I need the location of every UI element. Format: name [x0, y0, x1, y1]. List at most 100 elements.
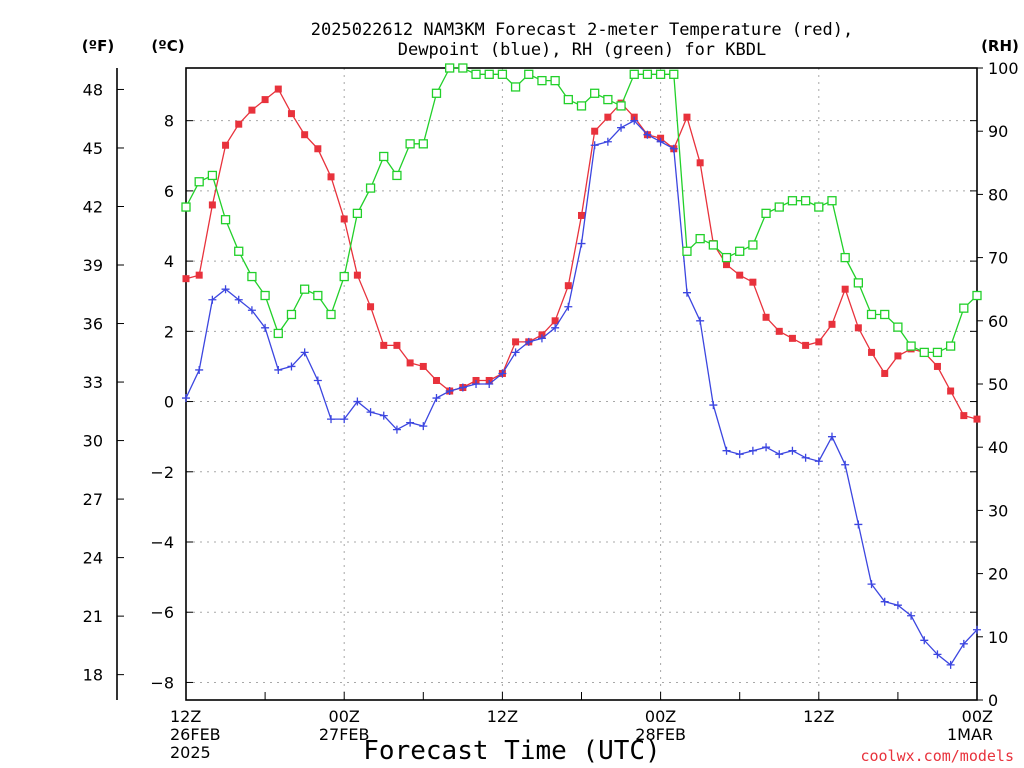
- series-line: [185, 119, 978, 666]
- celsius-tick-label: 8: [164, 112, 174, 131]
- temperature-point: [775, 327, 783, 335]
- x-tick-label: 2025: [170, 743, 211, 762]
- temperature-point: [367, 303, 375, 311]
- temperature-point: [696, 159, 704, 167]
- rh-point: [445, 63, 455, 73]
- dewpoint-point: [353, 397, 362, 406]
- rh-point: [576, 101, 587, 111]
- rh-point: [510, 82, 521, 92]
- dewpoint-point: [445, 387, 454, 396]
- temperature-point: [868, 348, 876, 356]
- dewpoint-point: [300, 348, 309, 357]
- rh-point: [800, 196, 811, 206]
- chart-title-line-1: 2025022612 NAM3KM Forecast 2-meter Tempe…: [311, 20, 853, 40]
- rh-point: [590, 88, 600, 98]
- rh-point: [840, 252, 850, 263]
- rh-point: [220, 215, 231, 225]
- x-tick-label: 12Z: [170, 707, 201, 726]
- rh-tick-label: 50: [988, 375, 1008, 394]
- data-series: [181, 63, 982, 669]
- temperature-point: [512, 338, 520, 346]
- rh-point: [642, 69, 653, 79]
- dewpoint-point: [827, 432, 836, 441]
- rh-point: [181, 202, 191, 212]
- dewpoint-point: [682, 288, 691, 297]
- dewpoint-point: [854, 520, 863, 529]
- rh-point: [616, 101, 626, 111]
- dewpoint-point: [195, 365, 204, 374]
- dewpoint-point: [946, 660, 955, 669]
- dewpoint-point: [959, 639, 968, 648]
- dewpoint-point: [709, 401, 718, 410]
- x-tick-label: 00Z: [329, 707, 360, 726]
- temperature-point: [393, 341, 401, 349]
- fahrenheit-tick-label: 27: [83, 490, 103, 509]
- rh-point: [352, 208, 363, 219]
- temperature-point: [894, 352, 902, 360]
- dewpoint-point: [748, 446, 757, 455]
- credit-text: coolwx.com/models: [860, 747, 1014, 765]
- x-tick-label: 12Z: [487, 707, 518, 726]
- rh-point: [234, 246, 244, 256]
- rh-point: [959, 303, 969, 313]
- dewpoint-point: [788, 446, 797, 455]
- rh-point: [603, 94, 613, 105]
- dewpoint-point: [313, 376, 322, 385]
- fahrenheit-tick-label: 42: [83, 197, 103, 216]
- dewpoint-series: [182, 116, 981, 669]
- temperature-point: [960, 412, 968, 420]
- temperature-point: [802, 341, 810, 349]
- x-tick-label: 12Z: [803, 707, 834, 726]
- rh-point: [471, 69, 481, 79]
- rh-point: [866, 309, 877, 320]
- temperature-point: [432, 376, 440, 384]
- rh-point: [194, 177, 204, 187]
- fahrenheit-tick-label: 21: [83, 607, 103, 626]
- rh-point: [405, 139, 415, 149]
- temperature-point: [380, 341, 388, 349]
- temperature-point: [788, 334, 796, 342]
- dewpoint-point: [261, 323, 270, 332]
- dewpoint-point: [472, 380, 481, 388]
- dewpoint-point: [340, 415, 349, 424]
- temperature-point: [235, 120, 243, 128]
- temperature-point: [933, 362, 941, 370]
- temperature-point: [287, 110, 295, 118]
- dewpoint-point: [669, 144, 678, 153]
- dewpoint-point: [498, 369, 507, 378]
- rh-point: [945, 341, 956, 351]
- celsius-tick-label: 6: [164, 182, 174, 201]
- dewpoint-point: [656, 137, 665, 146]
- dewpoint-point: [643, 130, 652, 139]
- rh-point: [721, 252, 732, 263]
- rh-tick-label: 90: [988, 122, 1008, 141]
- dewpoint-point: [617, 123, 626, 132]
- rh-point: [550, 75, 560, 86]
- dewpoint-point: [722, 446, 731, 455]
- temperature-point: [604, 113, 612, 121]
- rh-tick-label: 40: [988, 438, 1008, 457]
- dewpoint-point: [379, 411, 388, 420]
- dewpoint-point: [696, 316, 705, 325]
- dewpoint-point: [590, 141, 599, 150]
- x-tick-label: 26FEB: [170, 725, 221, 744]
- temperature-point: [353, 271, 361, 279]
- rh-point: [379, 151, 389, 162]
- rh-series: [181, 63, 982, 358]
- dewpoint-point: [762, 443, 771, 452]
- rh-point: [787, 196, 798, 206]
- temperature-point: [723, 261, 731, 269]
- temperature-point: [841, 285, 849, 293]
- dewpoint-point: [735, 450, 744, 459]
- temperature-point: [683, 113, 691, 121]
- dewpoint-point: [893, 601, 902, 610]
- rh-point: [708, 240, 718, 250]
- temperature-point: [578, 211, 585, 219]
- rh-unit-label: (RH): [981, 37, 1019, 55]
- temperature-point: [749, 278, 757, 286]
- dewpoint-point: [775, 450, 784, 459]
- temperature-point: [815, 338, 823, 346]
- rh-point: [814, 202, 824, 212]
- temperature-series: [182, 85, 981, 423]
